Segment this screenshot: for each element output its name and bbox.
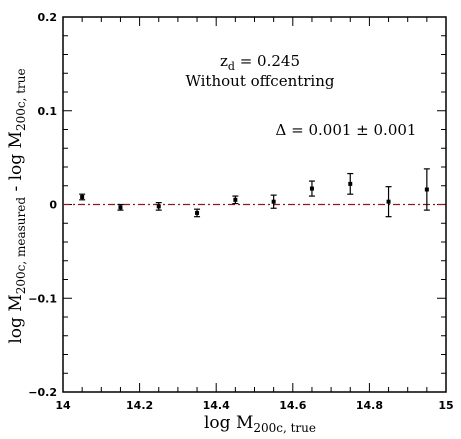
axis-tick-labels: 14 14.2 14.4 14.6 14.8 15 −0.2 −0.1 0 0.1 0.2 bbox=[28, 11, 453, 412]
x-axis-title: log M200c, true bbox=[204, 413, 316, 435]
data-point bbox=[156, 204, 161, 209]
data-point bbox=[195, 210, 200, 215]
y-tick-label: −0.2 bbox=[28, 386, 57, 399]
x-tick-label: 14.2 bbox=[126, 399, 153, 412]
y-axis-title: log M200c, measured - log M200c, true bbox=[6, 68, 28, 343]
y-tick-label: −0.1 bbox=[28, 292, 57, 305]
x-tick-label: 14 bbox=[55, 399, 71, 412]
data-point bbox=[386, 199, 391, 204]
data-point bbox=[271, 199, 276, 204]
x-tick-label: 14.8 bbox=[356, 399, 383, 412]
x-tick-label: 14.6 bbox=[279, 399, 306, 412]
annotation-offcentring: Without offcentring bbox=[185, 72, 334, 90]
data-point bbox=[348, 181, 353, 186]
y-tick-label: 0 bbox=[49, 199, 57, 212]
data-point bbox=[233, 197, 238, 202]
x-tick-label: 15 bbox=[438, 399, 453, 412]
data-point bbox=[118, 205, 123, 210]
data-point bbox=[80, 195, 85, 199]
annotation-redshift: zd = 0.245 bbox=[220, 52, 300, 73]
data-points bbox=[79, 168, 430, 218]
axis-ticks bbox=[62, 16, 447, 393]
y-tick-label: 0.1 bbox=[38, 105, 58, 118]
annotation-delta: Δ = 0.001 ± 0.001 bbox=[276, 121, 417, 139]
data-point bbox=[309, 186, 314, 191]
x-tick-label: 14.4 bbox=[203, 399, 230, 412]
data-point bbox=[424, 187, 429, 192]
y-tick-label: 0.2 bbox=[38, 11, 58, 24]
